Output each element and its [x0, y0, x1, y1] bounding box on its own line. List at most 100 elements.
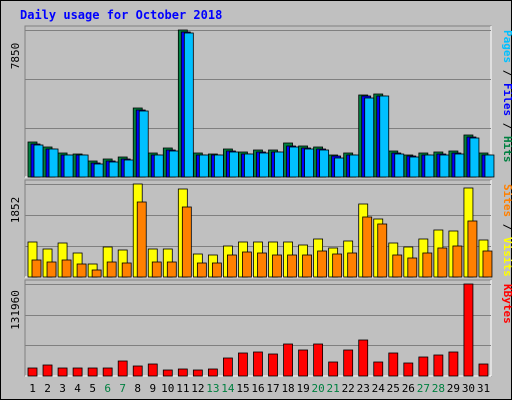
- x-tick-label-day-14: 14: [221, 382, 235, 395]
- panel-hits-files-pages-legend: Pages / Files / Hits: [501, 30, 512, 163]
- legend-pages-label: Pages: [501, 30, 512, 63]
- bar-kbytes-day-9: [147, 363, 158, 377]
- bar-sites-day-24: [377, 223, 388, 278]
- bar-pages-day-5: [93, 163, 104, 178]
- bar-kbytes-day-16: [253, 351, 263, 377]
- bar-sites-day-31: [482, 250, 493, 278]
- bar-sites-day-12: [196, 262, 207, 278]
- bar-sites-day-18: [287, 254, 297, 278]
- x-tick-label-day-23: 23: [357, 382, 370, 395]
- bar-kbytes-day-17: [268, 353, 278, 377]
- bar-kbytes-day-11: [177, 368, 188, 377]
- x-tick-label-day-30: 30: [462, 382, 475, 395]
- bar-pages-day-27: [424, 154, 435, 178]
- bar-pages-day-2: [48, 148, 59, 178]
- bar-pages-day-18: [289, 146, 299, 178]
- bar-sites-day-30: [467, 220, 478, 278]
- bar-pages-day-10: [168, 150, 179, 178]
- bar-pages-day-12: [198, 154, 209, 178]
- panel-visits-sites-legend: Sites / Visits: [501, 184, 512, 277]
- bar-kbytes-day-15: [238, 352, 248, 377]
- x-tick-label-day-7: 7: [119, 382, 126, 395]
- x-tick-label-day-11: 11: [176, 382, 189, 395]
- bar-sites-day-16: [257, 252, 267, 278]
- chart-title: Daily usage for October 2018: [20, 8, 223, 22]
- bar-kbytes-day-7: [117, 360, 128, 377]
- x-tick-label-day-24: 24: [372, 382, 386, 395]
- bar-kbytes-day-13: [207, 368, 218, 377]
- x-tick-label-day-26: 26: [402, 382, 415, 395]
- bar-pages-day-20: [319, 149, 330, 178]
- x-tick-label-day-22: 22: [342, 382, 355, 395]
- x-tick-label-day-29: 29: [447, 382, 460, 395]
- bar-pages-day-6: [108, 161, 119, 178]
- x-tick-label-day-20: 20: [312, 382, 325, 395]
- bar-sites-day-21: [332, 253, 343, 278]
- x-tick-label-day-9: 9: [149, 382, 156, 395]
- bar-sites-day-2: [46, 261, 57, 278]
- panel-hits-files-pages-ymax-label: 7850: [9, 43, 22, 70]
- bar-kbytes-day-31: [478, 363, 489, 377]
- x-tick-label-day-27: 27: [417, 382, 430, 395]
- bar-pages-day-23: [364, 97, 375, 178]
- legend-hits-label: Hits: [501, 136, 512, 163]
- bar-pages-day-29: [454, 153, 465, 178]
- bar-kbytes-day-19: [298, 349, 308, 377]
- bar-kbytes-day-14: [223, 357, 233, 377]
- bar-sites-day-23: [362, 216, 373, 278]
- bar-sites-day-27: [422, 252, 433, 278]
- bar-pages-day-9: [153, 154, 164, 178]
- bar-kbytes-day-18: [283, 343, 293, 377]
- bar-kbytes-day-22: [343, 349, 354, 377]
- bar-kbytes-day-29: [448, 351, 459, 377]
- panel-kbytes-legend: KBytes: [501, 284, 512, 324]
- bar-kbytes-day-21: [328, 361, 339, 377]
- bar-sites-day-14: [227, 254, 237, 278]
- bar-sites-day-19: [302, 254, 312, 278]
- bar-sites-day-26: [407, 257, 418, 278]
- bar-kbytes-day-25: [388, 352, 399, 377]
- bar-kbytes-day-27: [418, 356, 429, 377]
- x-tick-label-day-17: 17: [266, 382, 279, 395]
- x-tick-label-day-28: 28: [432, 382, 445, 395]
- bar-sites-day-17: [272, 254, 282, 278]
- bar-kbytes-day-26: [403, 362, 414, 377]
- bar-sites-day-1: [31, 259, 42, 278]
- bar-sites-day-9: [151, 261, 162, 278]
- bar-sites-day-29: [452, 245, 463, 278]
- bar-kbytes-day-3: [57, 367, 68, 377]
- legend-kbytes-label: KBytes: [501, 284, 512, 324]
- bar-kbytes-day-6: [102, 367, 113, 377]
- bar-pages-day-7: [123, 159, 134, 178]
- bar-sites-day-4: [76, 263, 87, 278]
- bar-pages-day-26: [409, 156, 420, 178]
- bar-pages-day-28: [439, 154, 450, 178]
- bar-pages-day-21: [334, 157, 345, 178]
- x-tick-label-day-15: 15: [236, 382, 249, 395]
- bar-sites-day-7: [121, 262, 132, 278]
- bar-kbytes-day-20: [313, 343, 324, 377]
- x-tick-label-day-18: 18: [281, 382, 294, 395]
- bar-sites-day-3: [61, 259, 72, 278]
- legend--label: /: [501, 116, 512, 136]
- bar-sites-day-13: [211, 262, 222, 278]
- bar-kbytes-day-12: [192, 369, 203, 377]
- bar-kbytes-day-24: [373, 361, 384, 377]
- bar-sites-day-20: [317, 250, 328, 278]
- panel-visits-sites-ymax-label: 1852: [9, 197, 22, 224]
- bar-sites-day-15: [242, 251, 252, 278]
- x-tick-label-day-16: 16: [251, 382, 264, 395]
- bar-sites-day-22: [347, 252, 358, 278]
- bar-pages-day-14: [229, 151, 239, 178]
- bar-kbytes-day-5: [87, 367, 98, 377]
- bar-sites-day-5: [91, 269, 102, 278]
- x-tick-label-day-3: 3: [59, 382, 66, 395]
- x-tick-label-day-25: 25: [387, 382, 400, 395]
- bar-sites-day-8: [136, 201, 147, 278]
- x-tick-label-day-10: 10: [161, 382, 174, 395]
- bar-sites-day-28: [437, 247, 448, 278]
- x-tick-label-day-12: 12: [191, 382, 204, 395]
- legend-sites-label: Sites: [501, 184, 512, 217]
- x-tick-label-day-6: 6: [104, 382, 111, 395]
